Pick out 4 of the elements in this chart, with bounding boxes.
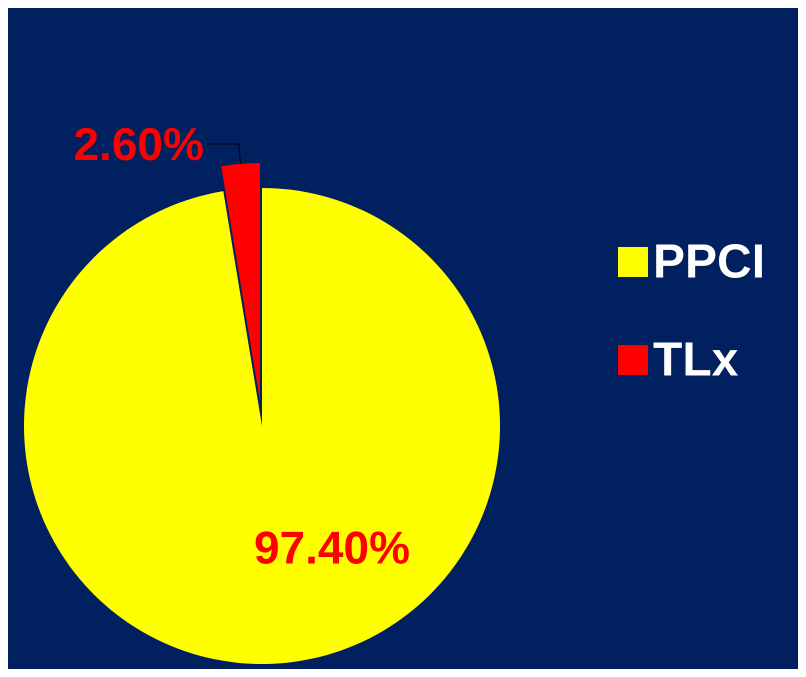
legend-label: TLx bbox=[653, 334, 739, 386]
data-label: 2.60% bbox=[73, 118, 204, 170]
data-label: 97.40% bbox=[254, 522, 410, 574]
legend-label: PPCI bbox=[653, 236, 766, 288]
